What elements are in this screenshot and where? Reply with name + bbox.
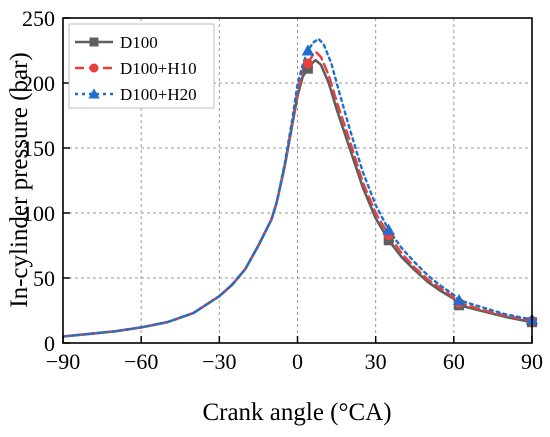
legend-label: D100 [120,33,158,52]
legend: D100 D100+H10 D100+H20 [68,23,215,109]
marker-circle [89,63,99,73]
marker-square [89,37,99,47]
y-tick-label: 150 [22,136,55,161]
y-tick-label: 50 [33,266,55,291]
marker-triangle [88,88,100,99]
y-tick-label: 250 [22,6,55,31]
x-tick-label: 30 [365,349,387,374]
marker-square [302,63,313,74]
y-tick-label: 0 [44,331,55,356]
marker-triangle [452,293,466,306]
legend-label: D100+H20 [120,85,197,104]
y-tick-label: 200 [22,71,55,96]
marker-square [383,235,394,246]
x-tick-label: 0 [292,349,303,374]
x-tick-label: 90 [521,349,543,374]
marker-triangle [382,223,395,235]
x-axis-title: Crank angle (°CA) [202,399,391,426]
y-tick-label: 100 [22,201,55,226]
x-tick-label: 60 [443,349,465,374]
ticks: −90 −60 −30 0 30 60 90 0 50 100 150 200 250 [22,6,543,374]
marker-triangle [301,44,315,56]
legend-label: D100+H10 [120,59,197,78]
series-line-3 [63,37,532,338]
marker-circle [302,58,313,69]
y-axis-title: In-cylinder pressure (bar) [6,52,33,307]
x-tick-label: −90 [46,349,80,374]
x-tick-label: −30 [202,349,236,374]
x-tick-label: −60 [124,349,158,374]
